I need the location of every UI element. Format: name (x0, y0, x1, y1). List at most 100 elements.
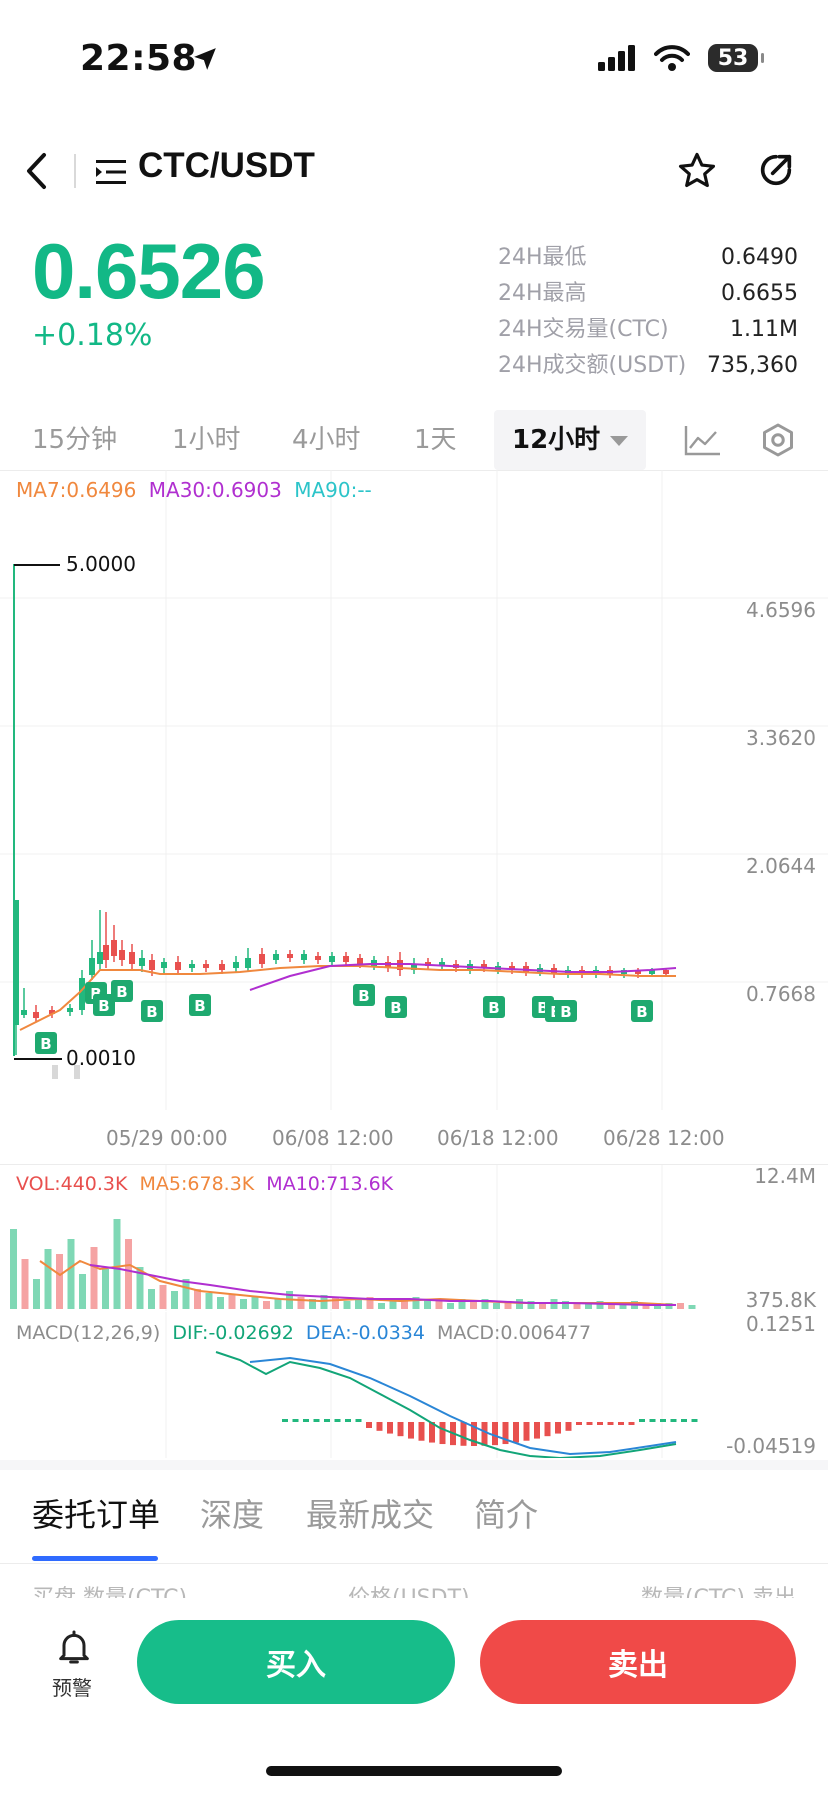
wifi-icon (654, 45, 690, 71)
share-icon[interactable] (756, 150, 796, 190)
volume-bar (136, 1267, 144, 1309)
macd-bar (418, 1422, 425, 1441)
volume-bar (171, 1291, 178, 1309)
tab-latest-trades[interactable]: 最新成交 (306, 1496, 435, 1534)
candle-body (481, 964, 487, 968)
volume-bar (182, 1279, 190, 1309)
volume-bar (389, 1301, 397, 1309)
macd-value-label: MACD:0.006477 (437, 1322, 592, 1344)
volume-axis-top: 12.4M (754, 1164, 816, 1188)
candle-body (129, 952, 135, 964)
macd-lines (215, 1351, 677, 1458)
date-axis-tick: 06/18 12:00 (437, 1126, 559, 1150)
macd-bar (303, 1419, 309, 1422)
candle-body (635, 970, 641, 974)
header-divider (74, 154, 76, 188)
tab-1d[interactable]: 1天 (414, 425, 457, 455)
settings-hex-icon[interactable] (760, 422, 796, 458)
price-change-percent: +0.18% (32, 318, 153, 353)
macd-bar (555, 1422, 561, 1434)
macd-grid (165, 1312, 663, 1458)
tab-depth[interactable]: 深度 (200, 1496, 265, 1534)
macd-bar (649, 1419, 656, 1422)
volume-bar (309, 1299, 316, 1309)
star-icon[interactable] (676, 150, 718, 192)
macd-bar (565, 1422, 572, 1431)
candle-body (67, 1008, 73, 1012)
tab-intro[interactable]: 简介 (474, 1496, 539, 1534)
line-chart-icon[interactable] (684, 424, 722, 456)
volume-bar (539, 1303, 546, 1309)
stat-label: 24H最低 (498, 245, 587, 270)
price-chart[interactable]: BBBBBBBBBBBBB (0, 470, 828, 1110)
macd-bar (408, 1422, 414, 1439)
volume-bar (412, 1297, 420, 1309)
sell-button[interactable]: 卖出 (480, 1620, 796, 1704)
volume-bar (677, 1303, 684, 1309)
buy-marker (483, 996, 505, 1018)
macd-bar (387, 1422, 393, 1434)
macd-bar (471, 1422, 477, 1446)
macd-dif-label: DIF:-0.02692 (172, 1322, 294, 1344)
macd-bar (670, 1419, 677, 1422)
macd-bar (439, 1422, 446, 1445)
active-tab-indicator (32, 1556, 158, 1561)
stat-label: 24H最高 (498, 281, 587, 306)
timeframe-bar: 15分钟 1小时 4小时 1天 12小时 (0, 410, 828, 474)
high-price-marker: 5.0000 (66, 552, 136, 576)
menu-list-icon[interactable] (96, 158, 126, 186)
volume-bar (33, 1279, 40, 1309)
status-time: 22:58 (80, 38, 198, 79)
ma-legend: MA7:0.6496 MA30:0.6903 MA90:-- (16, 478, 372, 502)
price-axis-tick: 4.6596 (746, 598, 816, 622)
volume-bar (355, 1299, 362, 1309)
buy-marker-label: B (194, 997, 205, 1015)
volume-bar (240, 1299, 247, 1309)
location-arrow-icon (194, 48, 216, 70)
macd-chart[interactable] (0, 1312, 828, 1458)
volume-bar (10, 1229, 17, 1309)
volume-bar (148, 1289, 155, 1309)
tab-1h[interactable]: 1小时 (172, 425, 241, 455)
volume-bar (332, 1297, 339, 1309)
alert-label[interactable]: 预警 (52, 1676, 92, 1700)
buy-marker (385, 996, 407, 1018)
macd-bar (366, 1422, 372, 1428)
stat-row-volume: 24H交易量(CTC) 1.11M (498, 312, 798, 348)
ghost-candle (52, 1065, 58, 1079)
candle-body (149, 960, 155, 970)
candle-body (315, 956, 321, 960)
candle-body (189, 964, 195, 968)
divider (0, 1164, 828, 1165)
low-price-marker: 0.0010 (66, 1046, 136, 1070)
buy-marker-label: B (40, 1035, 51, 1053)
candle-body (139, 958, 145, 966)
ghost-candle (74, 1065, 80, 1079)
stat-row-turnover: 24H成交额(USDT) 735,360 (498, 348, 798, 384)
volume-bar (470, 1301, 477, 1309)
buy-button[interactable]: 买入 (137, 1620, 455, 1704)
stat-value: 0.6655 (721, 281, 798, 306)
volume-bar (194, 1289, 201, 1309)
tab-orders[interactable]: 委托订单 (32, 1496, 161, 1534)
tab-15m[interactable]: 15分钟 (32, 425, 118, 455)
price-axis-tick: 2.0644 (746, 854, 816, 878)
volume-bar (113, 1219, 121, 1309)
pair-title[interactable]: CTC/USDT (138, 146, 315, 185)
tab-4h[interactable]: 4小时 (292, 425, 361, 455)
back-chevron-icon[interactable] (24, 152, 50, 190)
buy-marker-label: B (636, 1003, 647, 1021)
stat-row-high: 24H最高 0.6655 (498, 276, 798, 312)
vol-ma5-label: MA5:678.3K (139, 1173, 255, 1195)
volume-bar (562, 1301, 569, 1309)
macd-bar (660, 1419, 666, 1422)
macd-bar (334, 1419, 341, 1422)
buy-markers: BBBBBBBBBBBBB (35, 980, 653, 1054)
volume-bar (447, 1303, 454, 1309)
tab-12h-dropdown[interactable]: 12小时 (494, 410, 647, 470)
volume-chart[interactable] (0, 1165, 828, 1311)
macd-bar (429, 1422, 435, 1443)
candle-body (119, 950, 125, 960)
candle-body (649, 970, 655, 974)
bell-icon[interactable] (54, 1626, 94, 1668)
